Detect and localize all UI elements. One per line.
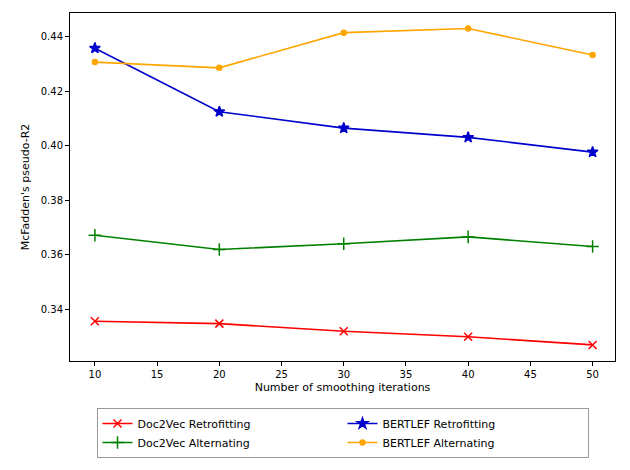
svg-text:10: 10 (89, 369, 102, 380)
svg-text:40: 40 (462, 369, 475, 380)
svg-text:Doc2Vec Alternating: Doc2Vec Alternating (138, 437, 250, 450)
svg-text:McFadden's pseudo-R2: McFadden's pseudo-R2 (19, 124, 32, 251)
svg-text:35: 35 (400, 369, 413, 380)
svg-text:30: 30 (337, 369, 350, 380)
svg-text:BERTLEF Retrofitting: BERTLEF Retrofitting (383, 418, 496, 431)
svg-text:Number of smoothing iterations: Number of smoothing iterations (255, 381, 431, 394)
svg-text:Doc2Vec Retrofitting: Doc2Vec Retrofitting (138, 418, 251, 431)
svg-text:0.40: 0.40 (41, 140, 63, 151)
svg-text:0.42: 0.42 (41, 86, 63, 97)
svg-text:50: 50 (586, 369, 599, 380)
svg-text:0.36: 0.36 (41, 249, 63, 260)
svg-text:45: 45 (524, 369, 537, 380)
svg-text:0.44: 0.44 (41, 31, 63, 42)
svg-text:BERTLEF Alternating: BERTLEF Alternating (383, 437, 495, 450)
svg-text:0.38: 0.38 (41, 195, 63, 206)
svg-text:20: 20 (213, 369, 226, 380)
svg-text:25: 25 (275, 369, 288, 380)
svg-text:0.34: 0.34 (41, 304, 63, 315)
svg-text:15: 15 (151, 369, 164, 380)
